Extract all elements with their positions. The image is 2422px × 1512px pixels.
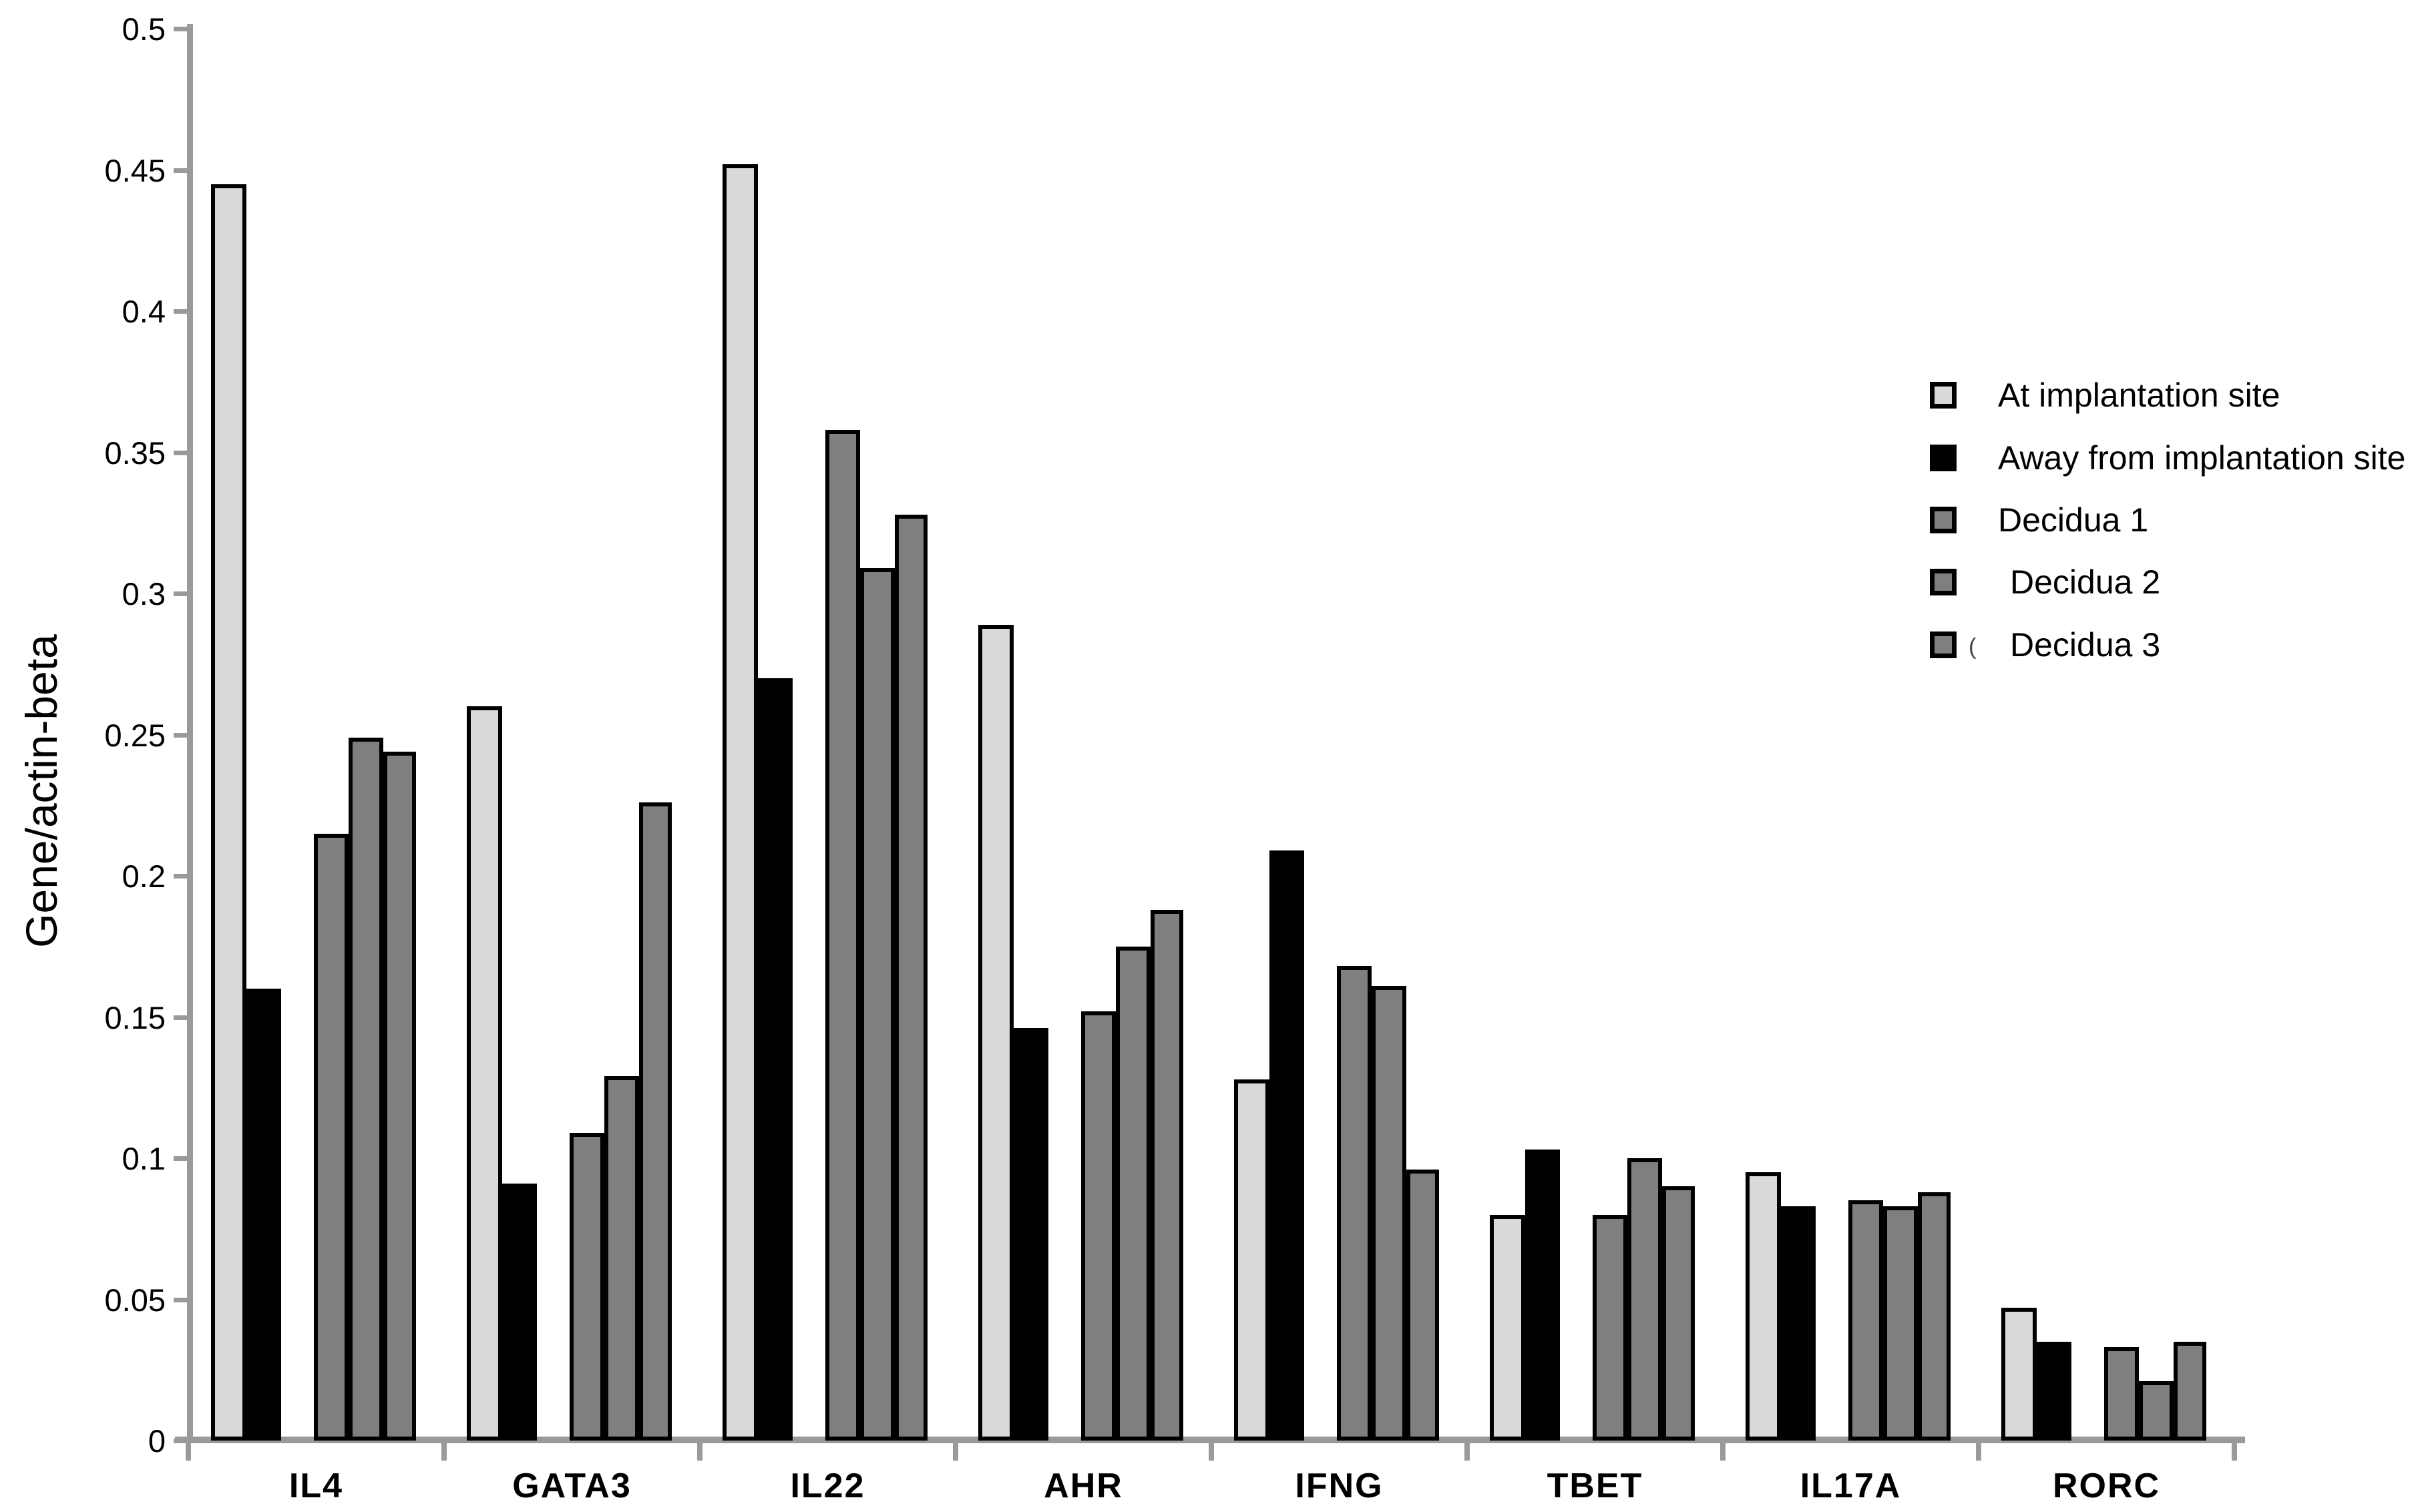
y-axis-tick <box>174 732 188 738</box>
bar-il22-series-4 <box>860 567 895 1441</box>
x-axis-tick <box>1720 1443 1726 1461</box>
bar-tbet-series-3 <box>1593 1214 1627 1441</box>
legend-label-3: Decidua 1 <box>1998 501 2149 539</box>
x-axis-tick <box>697 1443 702 1461</box>
legend-label-1: At implantation site <box>1998 376 2280 414</box>
bar-gata3-series-4 <box>604 1076 639 1441</box>
legend-swatch-3 <box>1930 507 1957 533</box>
y-axis-tick-label: 0.05 <box>104 1282 166 1318</box>
bar-tbet-series-5 <box>1662 1186 1695 1441</box>
bar-il4-series-4 <box>349 737 383 1441</box>
x-axis-tick <box>953 1443 958 1461</box>
legend-swatch-4 <box>1930 569 1957 595</box>
y-axis-tick-label: 0.25 <box>104 717 166 753</box>
legend-swatch-5 <box>1930 632 1957 658</box>
y-axis-tick-label: 0.3 <box>122 576 166 611</box>
bar-il17a-series-3 <box>1848 1200 1883 1441</box>
bar-gata3-series-2 <box>502 1184 537 1441</box>
legend-stray-mark: ( <box>1969 634 1977 660</box>
x-axis-label-ahr: AHR <box>1044 1467 1123 1505</box>
bar-il17a-series-4 <box>1883 1206 1918 1441</box>
y-axis-tick-label: 0 <box>148 1423 166 1459</box>
y-axis-title: Gene/actin-beta <box>17 634 66 948</box>
bar-rorc-series-4 <box>2139 1381 2174 1441</box>
bar-rorc-series-5 <box>2174 1341 2206 1441</box>
bar-il17a-series-2 <box>1781 1206 1816 1441</box>
bar-ifng-series-2 <box>1269 850 1304 1441</box>
y-axis-tick <box>174 450 188 455</box>
bar-tbet-series-2 <box>1525 1150 1560 1441</box>
bar-il22-series-1 <box>723 164 758 1441</box>
y-axis-tick-label: 0.15 <box>104 999 166 1035</box>
legend-label-4: Decidua 2 <box>2010 563 2161 601</box>
x-axis-label-gata3: GATA3 <box>512 1467 632 1505</box>
x-axis-tick <box>186 1443 191 1461</box>
bar-rorc-series-3 <box>2104 1347 2139 1441</box>
bar-gata3-series-5 <box>639 802 672 1441</box>
bar-ifng-series-5 <box>1406 1169 1439 1441</box>
y-axis-tick <box>174 1156 188 1161</box>
bar-ifng-series-4 <box>1372 985 1406 1441</box>
y-axis-tick <box>174 1015 188 1020</box>
x-axis-label-rorc: RORC <box>2052 1467 2161 1505</box>
bar-ahr-series-1 <box>978 624 1014 1441</box>
x-axis-tick <box>1209 1443 1214 1461</box>
bar-ahr-series-4 <box>1116 946 1151 1441</box>
y-axis-tick <box>174 874 188 878</box>
x-axis-label-ifng: IFNG <box>1295 1467 1384 1505</box>
bar-ifng-series-3 <box>1337 966 1372 1441</box>
legend-label-2: Away from implantation site <box>1998 439 2406 477</box>
legend-swatch-1 <box>1930 382 1957 409</box>
bar-ahr-series-5 <box>1151 909 1183 1441</box>
x-axis-tick <box>2232 1443 2237 1461</box>
bar-il22-series-5 <box>895 514 928 1441</box>
bar-tbet-series-1 <box>1490 1214 1525 1441</box>
x-axis-label-il4: IL4 <box>288 1467 344 1505</box>
bar-ifng-series-1 <box>1234 1079 1269 1441</box>
x-axis-label-il22: IL22 <box>790 1467 865 1505</box>
bar-il17a-series-1 <box>1746 1172 1781 1441</box>
bar-rorc-series-2 <box>2037 1341 2071 1441</box>
bar-gata3-series-3 <box>570 1132 604 1441</box>
y-axis-line <box>187 24 193 1443</box>
bar-gata3-series-1 <box>467 706 502 1441</box>
x-axis-label-tbet: TBET <box>1547 1467 1643 1505</box>
y-axis-tick-label: 0.5 <box>122 11 166 47</box>
bar-ahr-series-3 <box>1081 1011 1116 1441</box>
y-axis-tick <box>174 168 188 173</box>
bar-tbet-series-4 <box>1627 1158 1662 1441</box>
bar-il4-series-1 <box>211 184 246 1441</box>
bar-il22-series-2 <box>758 678 793 1441</box>
x-axis-tick <box>1464 1443 1470 1461</box>
y-axis-tick <box>174 309 188 314</box>
y-axis-tick <box>174 591 188 596</box>
y-axis-tick-label: 0.2 <box>122 858 166 894</box>
y-axis-tick-label: 0.4 <box>122 294 166 329</box>
legend-swatch-2 <box>1930 445 1957 471</box>
bar-il4-series-2 <box>246 989 281 1441</box>
x-axis-tick <box>441 1443 447 1461</box>
bar-il17a-series-5 <box>1918 1192 1951 1441</box>
y-axis-tick-label: 0.45 <box>104 152 166 188</box>
bar-il4-series-5 <box>383 751 416 1441</box>
bar-rorc-series-1 <box>2001 1308 2037 1441</box>
x-axis-tick <box>1976 1443 1981 1461</box>
x-axis-line <box>175 1437 2245 1443</box>
y-axis-tick <box>174 27 188 31</box>
y-axis-tick <box>174 1439 188 1443</box>
legend-label-5: Decidua 3 <box>2010 626 2161 664</box>
bar-il4-series-3 <box>314 833 349 1441</box>
bar-ahr-series-2 <box>1014 1028 1048 1441</box>
bar-il22-series-3 <box>825 429 860 1441</box>
x-axis-label-il17a: IL17A <box>1800 1467 1902 1505</box>
y-axis-tick <box>174 1297 188 1302</box>
y-axis-tick-label: 0.35 <box>104 435 166 471</box>
y-axis-tick-label: 0.1 <box>122 1141 166 1176</box>
